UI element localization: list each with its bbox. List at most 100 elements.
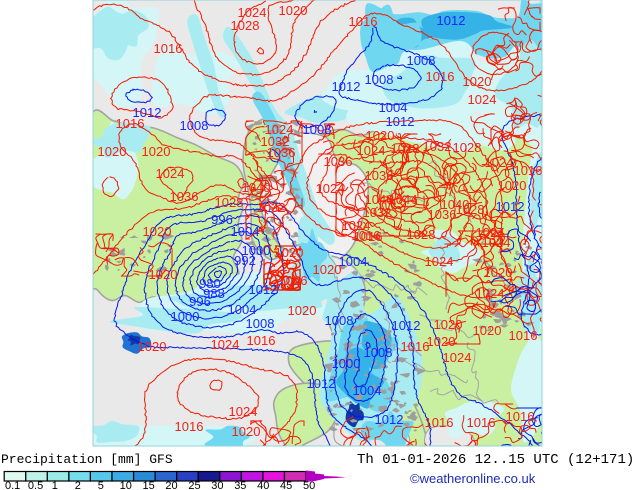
svg-text:1012: 1012 [386,114,415,129]
svg-text:1028: 1028 [453,140,482,155]
svg-text:1024: 1024 [476,286,505,301]
svg-text:1024: 1024 [265,122,294,137]
svg-text:1008: 1008 [407,53,436,68]
svg-text:1016: 1016 [279,273,308,288]
svg-text:1020: 1020 [473,323,502,338]
svg-text:1024: 1024 [482,235,511,250]
svg-text:1020: 1020 [288,303,317,318]
svg-text:1004: 1004 [339,254,368,269]
svg-text:1032: 1032 [257,200,286,215]
svg-text:1024: 1024 [229,404,258,419]
svg-text:1012: 1012 [392,318,421,333]
svg-text:1028: 1028 [456,202,485,217]
svg-text:1024: 1024 [238,5,267,20]
svg-text:Precipitation [mm] GFS: Precipitation [mm] GFS [1,452,173,467]
svg-text:1008: 1008 [325,313,354,328]
svg-text:1008: 1008 [364,345,393,360]
svg-text:1012: 1012 [332,79,361,94]
svg-text:1032: 1032 [261,134,290,149]
svg-text:1004: 1004 [231,224,260,239]
svg-text:1020: 1020 [427,334,456,349]
svg-text:980: 980 [199,276,221,291]
svg-text:30: 30 [211,480,223,490]
svg-text:10: 10 [120,480,132,490]
svg-text:1016: 1016 [425,415,454,430]
svg-text:1000: 1000 [332,356,361,371]
svg-text:1024: 1024 [425,254,454,269]
svg-text:1012: 1012 [249,282,278,297]
svg-text:1020: 1020 [313,262,342,277]
svg-text:1020: 1020 [149,267,178,282]
svg-text:1016: 1016 [506,409,535,424]
svg-text:1024: 1024 [476,225,505,240]
svg-text:1024: 1024 [316,181,345,196]
svg-text:1020: 1020 [434,317,463,332]
svg-text:1036: 1036 [170,189,199,204]
svg-text:1024: 1024 [211,337,240,352]
svg-text:1028: 1028 [391,141,420,156]
svg-text:1016: 1016 [352,228,381,243]
svg-text:1036: 1036 [267,145,296,160]
svg-text:45: 45 [280,480,292,490]
svg-text:1032: 1032 [363,205,392,220]
svg-text:1020: 1020 [366,128,395,143]
svg-text:1008: 1008 [180,118,209,133]
svg-text:1016: 1016 [247,333,276,348]
svg-text:1024: 1024 [357,143,386,158]
svg-text:1040: 1040 [365,192,394,207]
svg-text:1020: 1020 [498,178,527,193]
svg-text:1012: 1012 [375,412,404,427]
svg-text:1020: 1020 [463,74,492,89]
svg-text:1016: 1016 [426,69,455,84]
svg-text:1004: 1004 [353,383,382,398]
svg-text:0.5: 0.5 [28,480,43,490]
svg-text:40: 40 [257,480,269,490]
svg-text:1016: 1016 [514,163,543,178]
svg-text:1020: 1020 [143,224,172,239]
svg-text:1020: 1020 [98,144,127,159]
svg-text:1024: 1024 [468,92,497,107]
svg-text:992: 992 [234,253,256,268]
svg-text:1020: 1020 [232,424,261,439]
svg-text:15: 15 [143,480,155,490]
svg-text:1008: 1008 [303,122,332,137]
svg-text:1028: 1028 [215,195,244,210]
svg-text:1028: 1028 [407,227,436,242]
svg-text:1024: 1024 [342,218,371,233]
svg-text:1016: 1016 [354,229,383,244]
svg-text:1016: 1016 [154,41,183,56]
svg-text:1024: 1024 [443,350,472,365]
svg-text:996: 996 [189,294,211,309]
svg-text:1016: 1016 [349,14,378,29]
svg-text:1012: 1012 [437,13,466,28]
svg-text:1040: 1040 [242,180,271,195]
svg-text:1024: 1024 [156,166,185,181]
svg-text:1020: 1020 [138,339,167,354]
svg-text:1016: 1016 [116,116,145,131]
svg-text:1008: 1008 [365,72,394,87]
svg-text:50: 50 [303,480,315,490]
svg-text:1036: 1036 [428,207,457,222]
svg-text:1012: 1012 [307,376,336,391]
svg-text:1004: 1004 [379,100,408,115]
svg-text:988: 988 [203,286,225,301]
svg-text:1032: 1032 [423,139,452,154]
svg-text:1: 1 [52,480,58,490]
svg-text:0.1: 0.1 [5,480,20,490]
svg-text:1004: 1004 [228,302,257,317]
svg-text:1000: 1000 [171,309,200,324]
svg-text:1044: 1044 [389,192,418,207]
svg-text:5: 5 [98,480,104,490]
svg-text:1020: 1020 [484,265,513,280]
svg-text:1000: 1000 [242,243,271,258]
svg-text:1024: 1024 [485,155,514,170]
svg-text:Th 01-01-2026 12..15 UTC (12+1: Th 01-01-2026 12..15 UTC (12+171) [357,452,634,468]
svg-text:1016: 1016 [509,328,538,343]
svg-text:1016: 1016 [175,419,204,434]
svg-text:25: 25 [188,480,200,490]
svg-text:1016: 1016 [467,415,496,430]
svg-text:1036: 1036 [324,154,353,169]
svg-text:©weatheronline.co.uk: ©weatheronline.co.uk [410,471,536,486]
svg-text:1020: 1020 [279,3,308,18]
svg-text:1028: 1028 [231,18,260,33]
